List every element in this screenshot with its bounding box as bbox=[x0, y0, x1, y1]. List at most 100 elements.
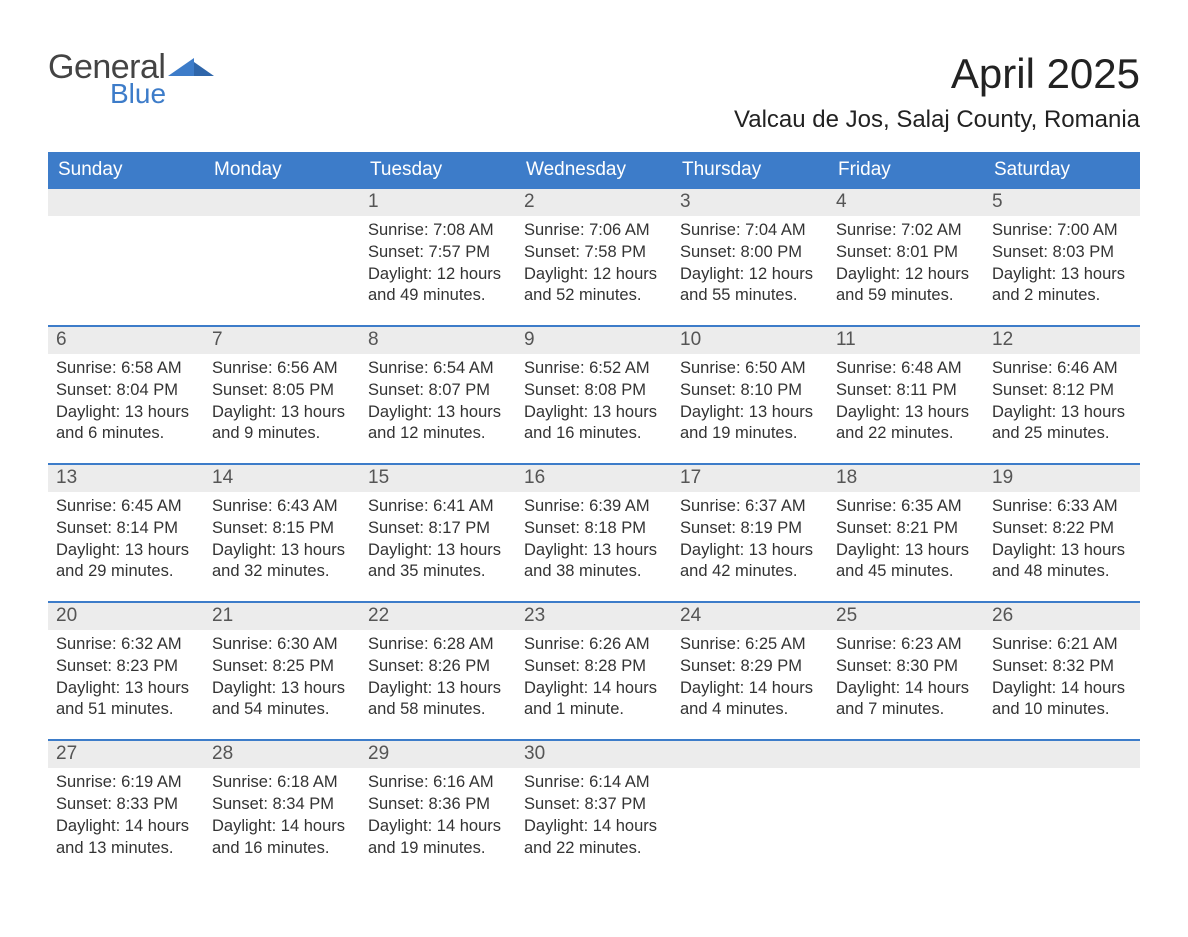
day-body: Sunrise: 6:52 AMSunset: 8:08 PMDaylight:… bbox=[516, 354, 672, 463]
day-number bbox=[672, 741, 828, 768]
day-number: 12 bbox=[984, 327, 1140, 354]
day-cell: 17Sunrise: 6:37 AMSunset: 8:19 PMDayligh… bbox=[672, 463, 828, 601]
day-sunset: Sunset: 7:58 PM bbox=[524, 242, 664, 264]
day-cell: 18Sunrise: 6:35 AMSunset: 8:21 PMDayligh… bbox=[828, 463, 984, 601]
day-number: 25 bbox=[828, 603, 984, 630]
day-cell: 11Sunrise: 6:48 AMSunset: 8:11 PMDayligh… bbox=[828, 325, 984, 463]
day-day1: Daylight: 13 hours bbox=[836, 540, 976, 562]
day-day2: and 6 minutes. bbox=[56, 423, 196, 445]
day-cell: 19Sunrise: 6:33 AMSunset: 8:22 PMDayligh… bbox=[984, 463, 1140, 601]
calendar: SundayMondayTuesdayWednesdayThursdayFrid… bbox=[48, 152, 1140, 877]
day-number: 22 bbox=[360, 603, 516, 630]
day-day1: Daylight: 13 hours bbox=[368, 402, 508, 424]
day-day2: and 4 minutes. bbox=[680, 699, 820, 721]
day-cell: 14Sunrise: 6:43 AMSunset: 8:15 PMDayligh… bbox=[204, 463, 360, 601]
day-sunrise: Sunrise: 6:23 AM bbox=[836, 634, 976, 656]
week-row: 13Sunrise: 6:45 AMSunset: 8:14 PMDayligh… bbox=[48, 463, 1140, 601]
day-sunset: Sunset: 8:29 PM bbox=[680, 656, 820, 678]
day-number: 14 bbox=[204, 465, 360, 492]
logo-word-blue: Blue bbox=[110, 80, 166, 108]
day-sunrise: Sunrise: 6:43 AM bbox=[212, 496, 352, 518]
day-sunrise: Sunrise: 6:28 AM bbox=[368, 634, 508, 656]
day-of-week-header: SundayMondayTuesdayWednesdayThursdayFrid… bbox=[48, 152, 1140, 189]
day-day1: Daylight: 14 hours bbox=[368, 816, 508, 838]
day-sunset: Sunset: 8:11 PM bbox=[836, 380, 976, 402]
day-cell-blank bbox=[984, 739, 1140, 877]
day-number: 27 bbox=[48, 741, 204, 768]
day-sunrise: Sunrise: 7:02 AM bbox=[836, 220, 976, 242]
day-sunrise: Sunrise: 6:52 AM bbox=[524, 358, 664, 380]
day-cell: 27Sunrise: 6:19 AMSunset: 8:33 PMDayligh… bbox=[48, 739, 204, 877]
day-sunset: Sunset: 8:25 PM bbox=[212, 656, 352, 678]
day-day1: Daylight: 13 hours bbox=[56, 402, 196, 424]
day-day2: and 1 minute. bbox=[524, 699, 664, 721]
day-day2: and 2 minutes. bbox=[992, 285, 1132, 307]
day-sunset: Sunset: 7:57 PM bbox=[368, 242, 508, 264]
day-number: 4 bbox=[828, 189, 984, 216]
day-body: Sunrise: 6:26 AMSunset: 8:28 PMDaylight:… bbox=[516, 630, 672, 739]
day-number: 19 bbox=[984, 465, 1140, 492]
day-number bbox=[204, 189, 360, 216]
day-day1: Daylight: 12 hours bbox=[368, 264, 508, 286]
day-sunset: Sunset: 8:00 PM bbox=[680, 242, 820, 264]
day-number bbox=[828, 741, 984, 768]
day-cell: 28Sunrise: 6:18 AMSunset: 8:34 PMDayligh… bbox=[204, 739, 360, 877]
day-day1: Daylight: 13 hours bbox=[368, 678, 508, 700]
day-number: 1 bbox=[360, 189, 516, 216]
day-sunset: Sunset: 8:26 PM bbox=[368, 656, 508, 678]
day-sunset: Sunset: 8:36 PM bbox=[368, 794, 508, 816]
week-row: 1Sunrise: 7:08 AMSunset: 7:57 PMDaylight… bbox=[48, 189, 1140, 325]
day-body: Sunrise: 6:39 AMSunset: 8:18 PMDaylight:… bbox=[516, 492, 672, 601]
day-number: 7 bbox=[204, 327, 360, 354]
day-day1: Daylight: 14 hours bbox=[524, 678, 664, 700]
week-row: 20Sunrise: 6:32 AMSunset: 8:23 PMDayligh… bbox=[48, 601, 1140, 739]
day-number: 3 bbox=[672, 189, 828, 216]
day-sunset: Sunset: 8:14 PM bbox=[56, 518, 196, 540]
day-body: Sunrise: 6:33 AMSunset: 8:22 PMDaylight:… bbox=[984, 492, 1140, 601]
day-number: 13 bbox=[48, 465, 204, 492]
day-sunset: Sunset: 8:19 PM bbox=[680, 518, 820, 540]
day-day2: and 9 minutes. bbox=[212, 423, 352, 445]
day-cell: 30Sunrise: 6:14 AMSunset: 8:37 PMDayligh… bbox=[516, 739, 672, 877]
day-sunset: Sunset: 8:28 PM bbox=[524, 656, 664, 678]
day-day1: Daylight: 13 hours bbox=[992, 264, 1132, 286]
day-sunrise: Sunrise: 6:21 AM bbox=[992, 634, 1132, 656]
day-cell: 5Sunrise: 7:00 AMSunset: 8:03 PMDaylight… bbox=[984, 189, 1140, 325]
dow-saturday: Saturday bbox=[984, 152, 1140, 189]
day-day1: Daylight: 13 hours bbox=[992, 540, 1132, 562]
day-body: Sunrise: 6:45 AMSunset: 8:14 PMDaylight:… bbox=[48, 492, 204, 601]
day-sunrise: Sunrise: 6:14 AM bbox=[524, 772, 664, 794]
day-sunrise: Sunrise: 6:46 AM bbox=[992, 358, 1132, 380]
day-day2: and 13 minutes. bbox=[56, 838, 196, 860]
dow-friday: Friday bbox=[828, 152, 984, 189]
day-body: Sunrise: 6:19 AMSunset: 8:33 PMDaylight:… bbox=[48, 768, 204, 877]
day-body: Sunrise: 6:58 AMSunset: 8:04 PMDaylight:… bbox=[48, 354, 204, 463]
day-sunset: Sunset: 8:04 PM bbox=[56, 380, 196, 402]
day-sunset: Sunset: 8:08 PM bbox=[524, 380, 664, 402]
day-sunset: Sunset: 8:07 PM bbox=[368, 380, 508, 402]
day-day1: Daylight: 12 hours bbox=[836, 264, 976, 286]
day-cell-blank bbox=[828, 739, 984, 877]
title-block: April 2025 Valcau de Jos, Salaj County, … bbox=[734, 50, 1140, 134]
day-day2: and 58 minutes. bbox=[368, 699, 508, 721]
day-day2: and 49 minutes. bbox=[368, 285, 508, 307]
day-sunrise: Sunrise: 6:33 AM bbox=[992, 496, 1132, 518]
month-year: April 2025 bbox=[734, 50, 1140, 98]
day-body: Sunrise: 7:02 AMSunset: 8:01 PMDaylight:… bbox=[828, 216, 984, 325]
day-sunset: Sunset: 8:12 PM bbox=[992, 380, 1132, 402]
dow-tuesday: Tuesday bbox=[360, 152, 516, 189]
day-day2: and 25 minutes. bbox=[992, 423, 1132, 445]
day-sunset: Sunset: 8:33 PM bbox=[56, 794, 196, 816]
logo: General Blue bbox=[48, 50, 214, 108]
day-cell-blank bbox=[672, 739, 828, 877]
day-day1: Daylight: 13 hours bbox=[56, 540, 196, 562]
day-day1: Daylight: 12 hours bbox=[524, 264, 664, 286]
day-sunset: Sunset: 8:03 PM bbox=[992, 242, 1132, 264]
day-cell: 25Sunrise: 6:23 AMSunset: 8:30 PMDayligh… bbox=[828, 601, 984, 739]
day-day1: Daylight: 13 hours bbox=[212, 540, 352, 562]
day-cell: 20Sunrise: 6:32 AMSunset: 8:23 PMDayligh… bbox=[48, 601, 204, 739]
day-day1: Daylight: 12 hours bbox=[680, 264, 820, 286]
day-sunrise: Sunrise: 7:04 AM bbox=[680, 220, 820, 242]
day-number: 5 bbox=[984, 189, 1140, 216]
day-day2: and 12 minutes. bbox=[368, 423, 508, 445]
